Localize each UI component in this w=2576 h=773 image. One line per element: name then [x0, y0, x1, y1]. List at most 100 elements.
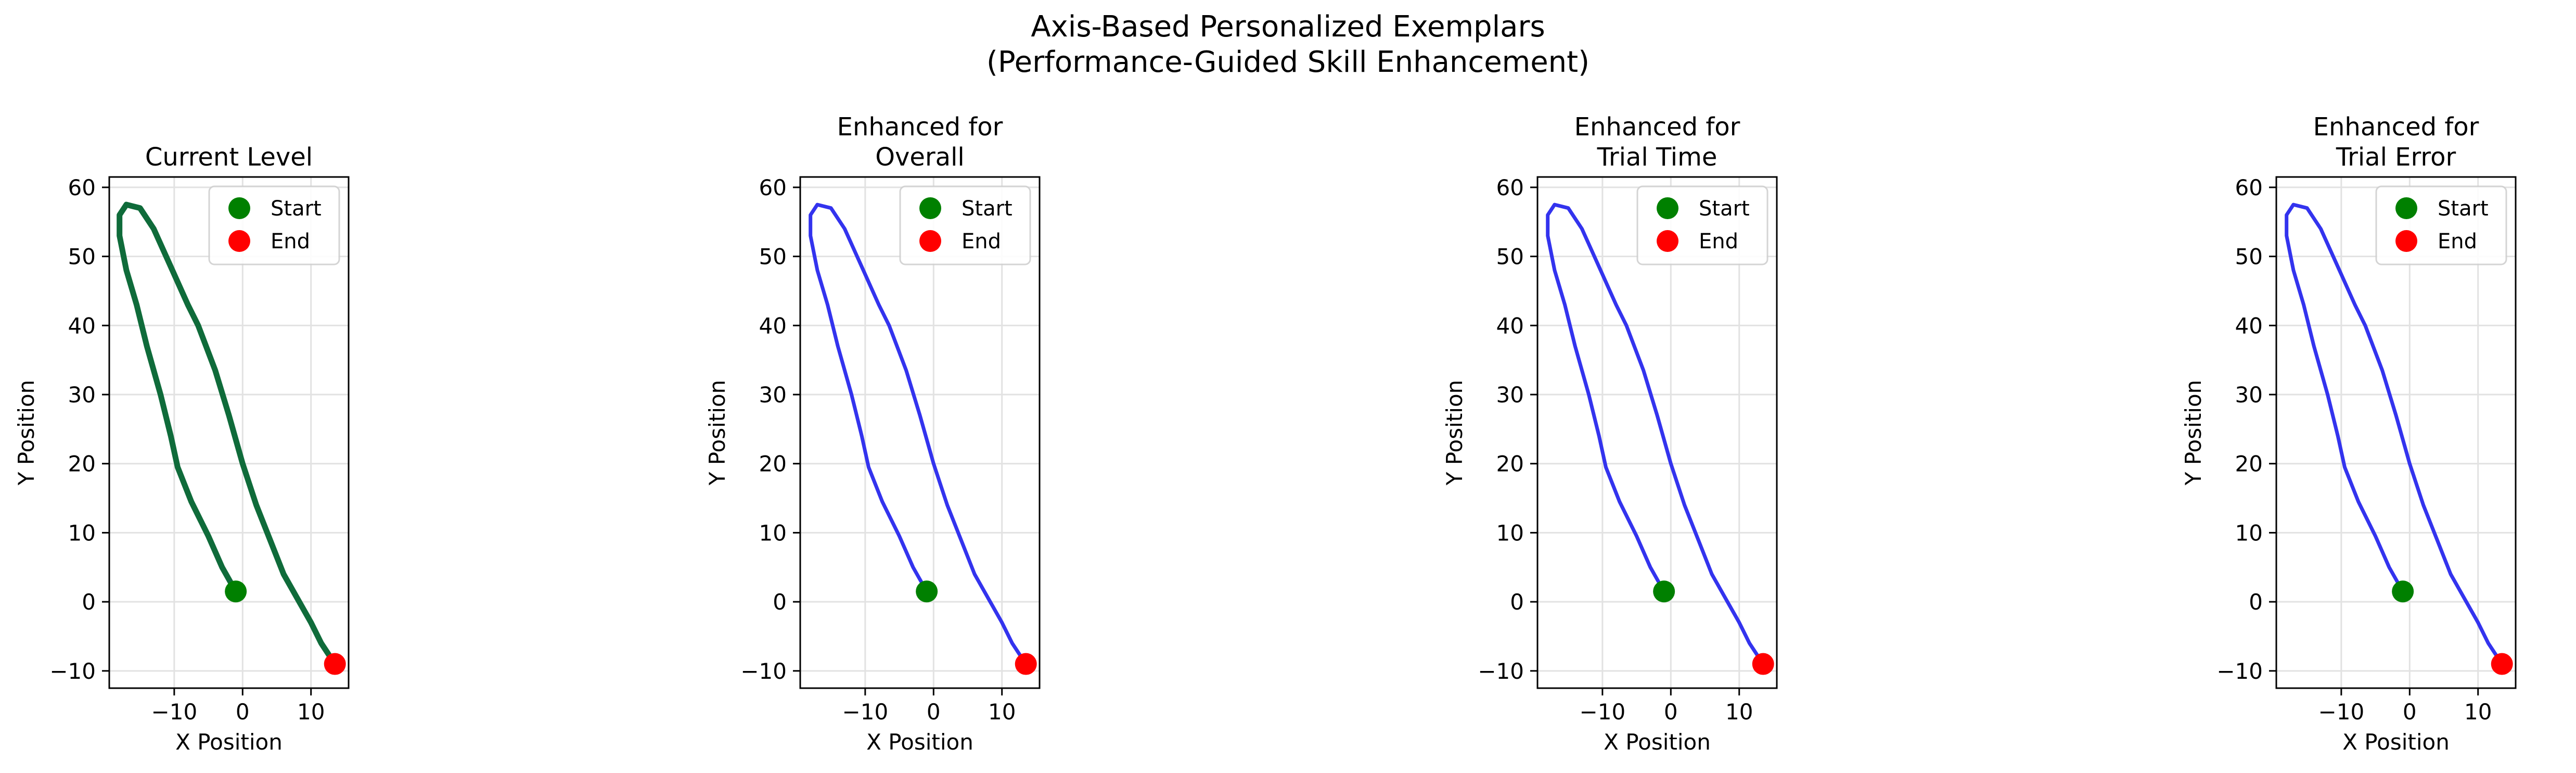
- legend-start-marker: [2395, 197, 2417, 219]
- panel-title-line-1: Enhanced for: [837, 112, 1003, 142]
- legend: Start End: [2375, 185, 2507, 265]
- end-point: [1752, 653, 1774, 675]
- panel-title-line-1: Current Level: [145, 143, 313, 172]
- trajectory-line: [2285, 202, 2504, 666]
- legend-start-label: Start: [1699, 197, 1750, 221]
- trajectory-line: [809, 202, 1028, 666]
- chart-panel-2: −10 0 10 −10 0 10 20 30 40 50 60 Start End X Position…: [704, 112, 1041, 755]
- y-tick-label: 30: [759, 382, 787, 408]
- panel-title-line-2: Trial Error: [2336, 143, 2456, 172]
- panel-title-line-2: Overall: [875, 143, 965, 172]
- legend-end-label: End: [1699, 230, 1738, 254]
- y-tick-label: 10: [1496, 520, 1524, 546]
- y-tick-label: 10: [68, 520, 96, 546]
- panel-title-line-2: Trial Time: [1597, 143, 1718, 172]
- x-tick-label: 0: [1664, 699, 1678, 725]
- start-point: [2392, 580, 2414, 603]
- legend-end-marker: [919, 230, 941, 252]
- legend: Start End: [208, 185, 340, 265]
- end-point: [2491, 653, 2513, 675]
- end-point: [1015, 653, 1037, 675]
- y-axis-label: Y Position: [704, 380, 730, 486]
- legend-end-marker: [1657, 230, 1678, 252]
- legend-end-label: End: [962, 230, 1001, 254]
- y-axis-label: Y Position: [1442, 380, 1467, 486]
- y-tick-label: 20: [759, 451, 787, 477]
- legend-start-marker: [228, 197, 250, 219]
- y-tick-label: 30: [2235, 382, 2263, 408]
- y-tick-label: 0: [2249, 589, 2263, 615]
- y-tick-label: 50: [759, 244, 787, 270]
- legend: Start End: [1636, 185, 1768, 265]
- y-tick-label: 20: [1496, 451, 1524, 477]
- legend: Start End: [899, 185, 1031, 265]
- legend-start-label: Start: [271, 197, 322, 221]
- end-point: [324, 653, 346, 675]
- y-tick-label: 60: [68, 175, 96, 200]
- start-point: [225, 580, 247, 603]
- y-tick-label: 60: [1496, 175, 1524, 200]
- y-axis-label: Y Position: [2181, 380, 2206, 486]
- legend-end-marker: [228, 230, 250, 252]
- start-point: [1653, 580, 1675, 603]
- y-tick-label: 60: [759, 175, 787, 200]
- y-tick-label: −10: [49, 658, 96, 684]
- y-tick-label: 0: [1510, 589, 1524, 615]
- x-tick-label: 0: [2403, 699, 2417, 725]
- legend-end-marker: [2395, 230, 2417, 252]
- y-axis-label: Y Position: [14, 380, 39, 486]
- x-axis-label: X Position: [2342, 729, 2450, 755]
- legend-end-label: End: [271, 230, 310, 254]
- x-tick-label: −10: [842, 699, 889, 725]
- figure-title: Axis-Based Personalized Exemplars (Perfo…: [0, 9, 2576, 80]
- y-tick-label: 30: [68, 382, 96, 408]
- x-tick-label: 10: [2464, 699, 2492, 725]
- chart-panel-1: −10 0 10 −10 0 10 20 30 40 50 60 Start End X Position…: [14, 143, 350, 755]
- x-tick-label: −10: [1580, 699, 1626, 725]
- y-tick-label: 40: [1496, 313, 1524, 338]
- y-tick-label: 40: [2235, 313, 2263, 338]
- y-tick-label: −10: [740, 658, 787, 684]
- y-tick-label: 50: [68, 244, 96, 270]
- start-point: [916, 580, 938, 603]
- plot-frame: [108, 176, 350, 689]
- figure-title-line-2: (Performance-Guided Skill Enhancement): [986, 45, 1590, 79]
- x-tick-label: −10: [2318, 699, 2365, 725]
- x-axis-label: X Position: [866, 729, 973, 755]
- y-tick-label: 30: [1496, 382, 1524, 408]
- y-tick-label: −10: [2216, 658, 2263, 684]
- figure-title-line-1: Axis-Based Personalized Exemplars: [1031, 10, 1545, 44]
- y-tick-label: 60: [2235, 175, 2263, 200]
- y-tick-label: 10: [759, 520, 787, 546]
- legend-start-marker: [919, 197, 941, 219]
- legend-end-label: End: [2438, 230, 2477, 254]
- chart-panel-3: −10 0 10 −10 0 10 20 30 40 50 60 Start End X Position…: [1442, 112, 1778, 755]
- y-tick-label: 40: [759, 313, 787, 338]
- x-tick-label: 10: [1725, 699, 1753, 725]
- y-tick-label: 0: [773, 589, 787, 615]
- trajectory-line: [1546, 202, 1765, 666]
- panel-title-line-1: Enhanced for: [2313, 112, 2479, 142]
- y-tick-label: 10: [2235, 520, 2263, 546]
- x-tick-label: 10: [988, 699, 1016, 725]
- y-tick-label: 0: [82, 589, 96, 615]
- y-tick-label: 50: [2235, 244, 2263, 270]
- x-tick-label: 0: [236, 699, 250, 725]
- y-tick-label: 50: [1496, 244, 1524, 270]
- legend-start-label: Start: [962, 197, 1013, 221]
- y-tick-label: 20: [68, 451, 96, 477]
- x-axis-label: X Position: [1604, 729, 1711, 755]
- panel-title-line-1: Enhanced for: [1574, 112, 1740, 142]
- x-tick-label: −10: [151, 699, 198, 725]
- x-tick-label: 0: [927, 699, 941, 725]
- legend-start-label: Start: [2438, 197, 2489, 221]
- y-tick-label: −10: [1478, 658, 1524, 684]
- y-tick-label: 40: [68, 313, 96, 338]
- legend-start-marker: [1657, 197, 1678, 219]
- chart-panel-4: −10 0 10 −10 0 10 20 30 40 50 60 Start End X Position…: [2181, 112, 2517, 755]
- trajectory-line: [117, 201, 338, 667]
- x-tick-label: 10: [297, 699, 325, 725]
- plot-frame: [2275, 176, 2517, 689]
